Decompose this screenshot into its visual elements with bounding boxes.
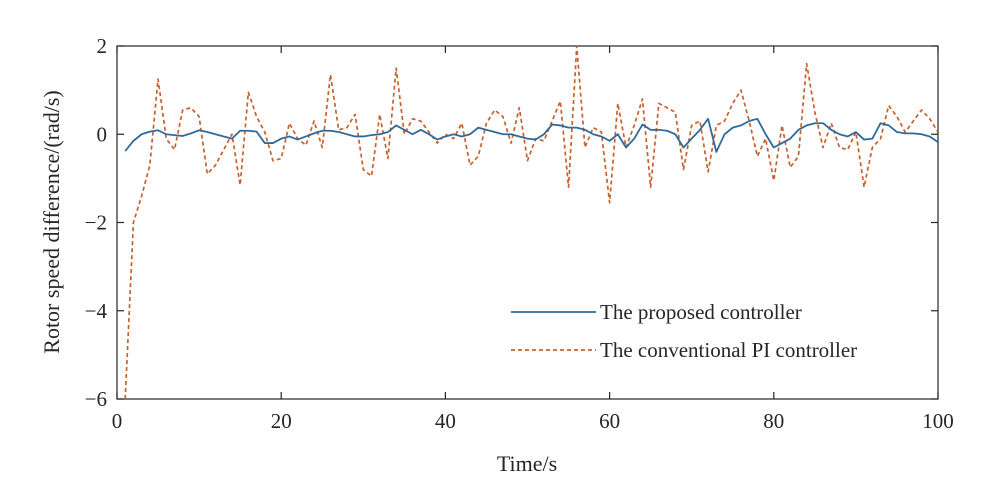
x-tick-label: 20 — [271, 409, 292, 433]
y-tick-label: 2 — [97, 34, 108, 58]
y-tick-label: −4 — [85, 299, 108, 323]
legend-label-conventional-pi: The conventional PI controller — [600, 338, 857, 362]
y-axis-title: Rotor speed difference/(rad/s) — [39, 90, 64, 353]
x-tick-label: 100 — [922, 409, 954, 433]
series-line-conventional-pi-controller — [124, 46, 938, 399]
series-line-proposed-controller — [124, 117, 938, 153]
legend: The proposed controller The conventional… — [511, 300, 857, 362]
x-axis-title: Time/s — [497, 451, 557, 476]
x-tick-label: 0 — [112, 409, 123, 433]
series-layer — [124, 46, 938, 399]
x-axis-ticks: 0 20 40 60 80 100 — [112, 46, 954, 433]
legend-label-proposed: The proposed controller — [600, 300, 802, 324]
y-axis-ticks: −6 −4 −2 0 2 — [85, 34, 938, 411]
plot-area — [116, 45, 939, 400]
plot-frame — [116, 45, 939, 400]
x-tick-label: 40 — [435, 409, 456, 433]
x-tick-label: 80 — [763, 409, 784, 433]
y-tick-label: −6 — [85, 387, 107, 411]
y-tick-label: −2 — [85, 211, 107, 235]
y-tick-label: 0 — [97, 122, 108, 146]
x-tick-label: 60 — [599, 409, 620, 433]
